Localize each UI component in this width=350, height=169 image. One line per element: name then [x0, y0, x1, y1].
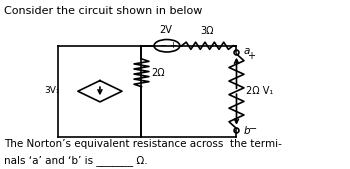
- Text: The Norton’s equivalent resistance across  the termi-: The Norton’s equivalent resistance acros…: [4, 139, 282, 149]
- Text: −: −: [249, 124, 257, 134]
- Text: +: +: [247, 51, 256, 61]
- Text: 2V: 2V: [159, 25, 172, 35]
- Text: a: a: [244, 46, 250, 56]
- Text: Consider the circuit shown in below: Consider the circuit shown in below: [4, 6, 202, 16]
- Text: b: b: [244, 126, 251, 136]
- Text: 3V₁: 3V₁: [44, 86, 60, 95]
- Text: 2Ω: 2Ω: [151, 68, 164, 78]
- Text: −: −: [159, 41, 166, 50]
- Text: 3Ω: 3Ω: [201, 26, 214, 36]
- Text: nals ‘a’ and ‘b’ is _______ Ω.: nals ‘a’ and ‘b’ is _______ Ω.: [4, 155, 148, 166]
- Text: 2Ω V₁: 2Ω V₁: [246, 86, 273, 96]
- Text: +: +: [169, 41, 176, 50]
